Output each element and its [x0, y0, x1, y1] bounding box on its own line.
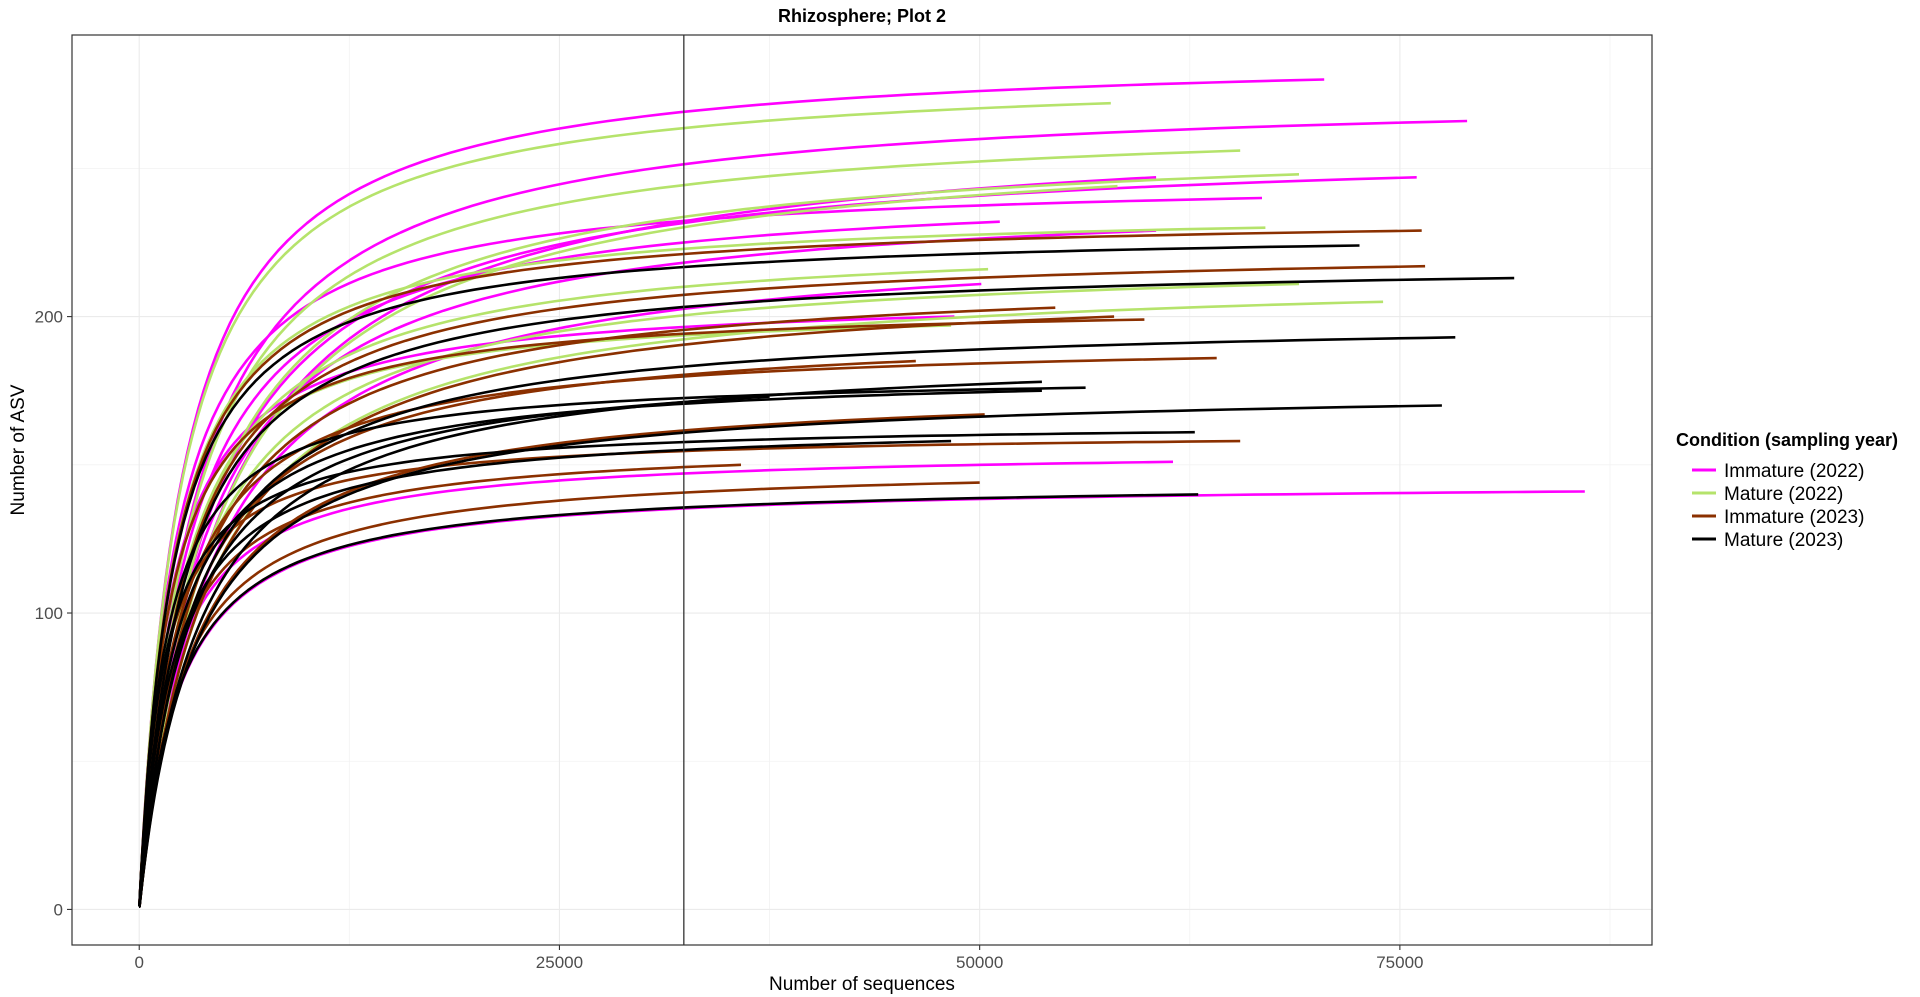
rarefaction-curve: [138, 395, 770, 908]
legend-label-immature-2023: Immature (2023): [1724, 507, 1864, 528]
rarefaction-curve: [138, 119, 1468, 908]
y-axis-title: Number of ASV: [8, 384, 29, 515]
y-tick-label: 0: [54, 900, 63, 919]
rarefaction-curve: [138, 276, 1515, 908]
rarefaction-curve: [138, 229, 1157, 908]
rarefaction-curve: [138, 306, 1056, 908]
y-axis: 0 100 200: [35, 308, 72, 919]
legend-item-immature-2022: Immature (2022): [1692, 461, 1864, 482]
legend-title: Condition (sampling year): [1676, 430, 1898, 450]
legend-label-mature-2022: Mature (2022): [1724, 484, 1843, 505]
rarefaction-curve: [138, 300, 1384, 908]
rarefaction-curve: [138, 244, 1360, 908]
rarefaction-curve: [138, 149, 1241, 908]
rarefaction-curve: [138, 439, 952, 908]
rarefaction-curve: [138, 282, 982, 908]
legend-item-mature-2022: Mature (2022): [1692, 484, 1843, 505]
panel-border: [71, 34, 1653, 946]
legend-item-mature-2023: Mature (2023): [1692, 530, 1843, 551]
rarefaction-curve: [138, 176, 1157, 908]
rarefaction-curve: [138, 404, 1442, 908]
rarefaction-curves: [138, 78, 1585, 908]
rarefaction-curve: [138, 493, 1199, 908]
x-axis: 0 25000 50000 75000: [134, 945, 1424, 972]
x-tick-label: 50000: [956, 953, 1003, 972]
x-tick-label: 75000: [1376, 953, 1423, 972]
legend-item-immature-2023: Immature (2023): [1692, 507, 1864, 528]
rarefaction-curve: [138, 439, 1241, 908]
y-tick-label: 100: [35, 604, 63, 623]
rarefaction-curve: [138, 196, 1263, 908]
rarefaction-curve: [138, 389, 1042, 908]
rarefaction-curve: [138, 386, 1086, 908]
legend-label-immature-2022: Immature (2022): [1724, 461, 1864, 482]
x-tick-label: 25000: [536, 953, 583, 972]
rarefaction-curve: [138, 460, 1174, 908]
legend-label-mature-2023: Mature (2023): [1724, 530, 1843, 551]
y-tick-label: 200: [35, 308, 63, 327]
rarefaction-curve: [138, 78, 1325, 908]
rarefaction-curve: [138, 430, 1195, 908]
chart-title: Rhizosphere; Plot 2: [778, 6, 946, 26]
rarefaction-curve: [138, 101, 1111, 908]
rarefaction-curve: [138, 220, 1000, 908]
legend: Condition (sampling year) Immature (2022…: [1676, 430, 1898, 551]
rarefaction-curve: [138, 356, 1217, 908]
x-tick-label: 0: [134, 953, 143, 972]
rarefaction-curve: [138, 490, 1585, 908]
x-axis-title: Number of sequences: [769, 974, 955, 995]
